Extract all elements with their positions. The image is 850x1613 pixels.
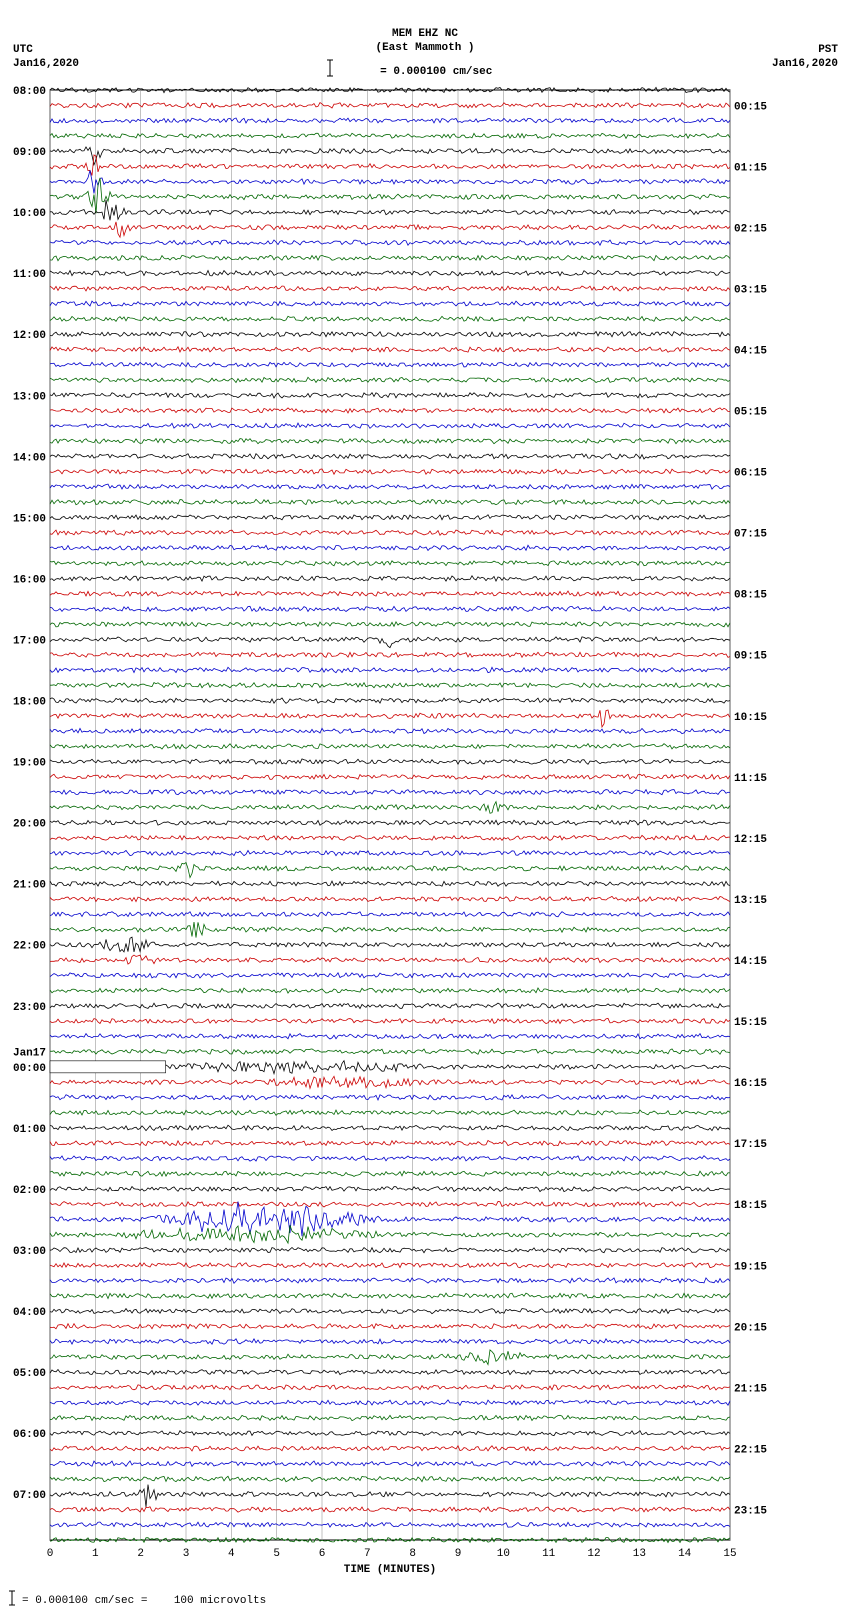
svg-text:4: 4 <box>228 1548 235 1560</box>
svg-text:04:00: 04:00 <box>13 1307 46 1319</box>
svg-text:00:15: 00:15 <box>734 101 767 113</box>
svg-text:01:00: 01:00 <box>13 1124 46 1136</box>
svg-text:12:00: 12:00 <box>13 330 46 342</box>
svg-text:09:00: 09:00 <box>13 147 46 159</box>
seismogram-svg: 0123456789101112131415TIME (MINUTES)08:0… <box>0 0 850 1613</box>
svg-text:7: 7 <box>364 1548 371 1560</box>
svg-text:11:15: 11:15 <box>734 773 767 785</box>
svg-text:03:15: 03:15 <box>734 284 767 296</box>
seismogram-container: MEM EHZ NC (East Mammoth ) = 0.000100 cm… <box>0 0 850 1613</box>
svg-text:19:15: 19:15 <box>734 1261 767 1273</box>
svg-text:14:15: 14:15 <box>734 956 767 968</box>
svg-text:8: 8 <box>409 1548 416 1560</box>
svg-text:09:15: 09:15 <box>734 651 767 663</box>
svg-text:16:00: 16:00 <box>13 574 46 586</box>
svg-text:07:15: 07:15 <box>734 529 767 541</box>
svg-text:6: 6 <box>319 1548 326 1560</box>
svg-text:13:15: 13:15 <box>734 895 767 907</box>
svg-text:2: 2 <box>137 1548 144 1560</box>
svg-text:04:15: 04:15 <box>734 345 767 357</box>
svg-text:00:00: 00:00 <box>13 1063 46 1075</box>
svg-text:10:15: 10:15 <box>734 712 767 724</box>
svg-text:11: 11 <box>542 1548 556 1560</box>
svg-text:15: 15 <box>723 1548 736 1560</box>
svg-text:05:15: 05:15 <box>734 407 767 419</box>
svg-text:13:00: 13:00 <box>13 391 46 403</box>
svg-text:05:00: 05:00 <box>13 1368 46 1380</box>
svg-text:TIME (MINUTES): TIME (MINUTES) <box>344 1564 436 1576</box>
svg-text:12: 12 <box>587 1548 600 1560</box>
svg-text:08:15: 08:15 <box>734 590 767 602</box>
svg-text:0: 0 <box>47 1548 54 1560</box>
svg-text:3: 3 <box>183 1548 190 1560</box>
svg-text:15:00: 15:00 <box>13 513 46 525</box>
svg-text:18:15: 18:15 <box>734 1200 767 1212</box>
svg-text:23:00: 23:00 <box>13 1002 46 1014</box>
svg-text:9: 9 <box>455 1548 462 1560</box>
svg-text:Jan17: Jan17 <box>13 1048 46 1060</box>
svg-text:23:15: 23:15 <box>734 1505 767 1517</box>
svg-text:11:00: 11:00 <box>13 269 46 281</box>
svg-text:01:15: 01:15 <box>734 162 767 174</box>
svg-text:08:00: 08:00 <box>13 86 46 98</box>
svg-text:16:15: 16:15 <box>734 1078 767 1090</box>
svg-text:18:00: 18:00 <box>13 697 46 709</box>
svg-text:15:15: 15:15 <box>734 1017 767 1029</box>
svg-text:17:00: 17:00 <box>13 635 46 647</box>
svg-text:20:00: 20:00 <box>13 819 46 831</box>
svg-text:12:15: 12:15 <box>734 834 767 846</box>
svg-text:20:15: 20:15 <box>734 1322 767 1334</box>
svg-text:06:00: 06:00 <box>13 1429 46 1441</box>
svg-text:14:00: 14:00 <box>13 452 46 464</box>
svg-text:10:00: 10:00 <box>13 208 46 220</box>
svg-text:22:00: 22:00 <box>13 941 46 953</box>
svg-text:02:00: 02:00 <box>13 1185 46 1197</box>
svg-text:06:15: 06:15 <box>734 468 767 480</box>
svg-text:03:00: 03:00 <box>13 1246 46 1258</box>
svg-text:02:15: 02:15 <box>734 223 767 235</box>
svg-text:22:15: 22:15 <box>734 1444 767 1456</box>
footer-scale-bar-icon <box>4 1589 24 1609</box>
svg-text:14: 14 <box>678 1548 692 1560</box>
svg-text:1: 1 <box>92 1548 99 1560</box>
svg-text:21:00: 21:00 <box>13 880 46 892</box>
svg-text:19:00: 19:00 <box>13 758 46 770</box>
svg-text:10: 10 <box>497 1548 510 1560</box>
svg-text:21:15: 21:15 <box>734 1383 767 1395</box>
svg-text:17:15: 17:15 <box>734 1139 767 1151</box>
svg-text:5: 5 <box>273 1548 280 1560</box>
footer-scale-label: = 0.000100 cm/sec = 100 microvolts <box>22 1595 266 1607</box>
svg-text:07:00: 07:00 <box>13 1490 46 1502</box>
svg-text:13: 13 <box>633 1548 646 1560</box>
